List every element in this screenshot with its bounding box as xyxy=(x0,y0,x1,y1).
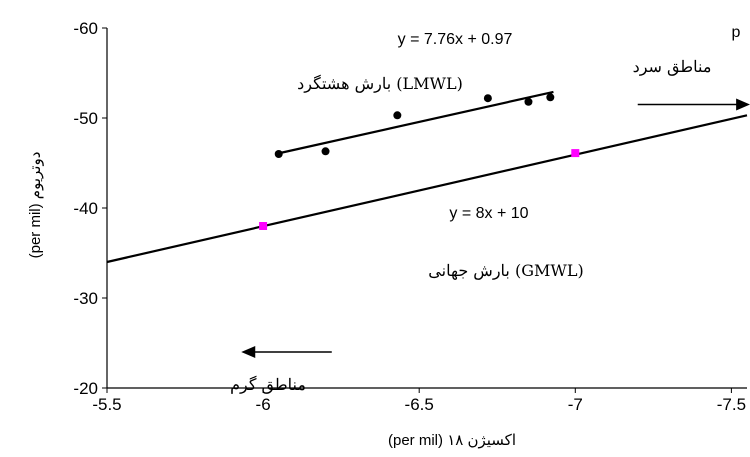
y-tick-label: -20 xyxy=(73,379,98,398)
lmwl-equation-label: y = 7.76x + 0.97 xyxy=(398,31,513,48)
x-tick-label: -6.5 xyxy=(405,395,434,414)
lmwl-data-point xyxy=(546,93,555,102)
gmwl-data-point xyxy=(571,149,580,158)
lmwl-data-point xyxy=(524,97,533,106)
lmwl-regression-line xyxy=(275,90,554,156)
y-tick-label: -60 xyxy=(73,19,98,38)
cold-arrow-head xyxy=(736,98,750,111)
x-tick-label: -7 xyxy=(568,395,583,414)
gmwl-data-point xyxy=(259,222,268,230)
x-tick-label: -6 xyxy=(256,395,271,414)
y-tick-label: -40 xyxy=(73,199,98,218)
region-arrows xyxy=(241,98,750,358)
y-axis-title: دوتریوم (per mil) xyxy=(27,152,44,259)
y-tick-label: -30 xyxy=(73,289,98,308)
data-points xyxy=(259,93,580,230)
lmwl-series-label: (LMWL) بارش هشتگرد xyxy=(297,74,463,93)
trend-lines xyxy=(106,90,748,264)
gmwl-equation-label: y = 8x + 10 xyxy=(449,205,528,222)
cold-regions-label: مناطق سرد xyxy=(633,57,712,76)
lmwl-data-point xyxy=(321,147,330,156)
corner-letter: p xyxy=(732,24,741,41)
gmwl-regression-line xyxy=(106,114,748,264)
warm-regions-label: مناطق گرم xyxy=(230,375,306,394)
x-tick-label: -7.5 xyxy=(717,395,746,414)
axes: -20 -30 -40 -50 -60 -5.5 -6 -6.5 -7 -7.5 xyxy=(73,19,747,414)
lmwl-data-point xyxy=(483,94,492,103)
lmwl-data-point xyxy=(274,150,283,158)
x-tick-label: -5.5 xyxy=(92,395,121,414)
gmwl-series-label: (GMWL) بارش جهانی xyxy=(428,261,583,280)
x-axis-title: اکسیژن ۱۸ (per mil) xyxy=(388,432,516,449)
warm-arrow-head xyxy=(241,346,256,358)
lmwl-data-point xyxy=(393,111,402,120)
y-tick-label: -50 xyxy=(73,109,98,128)
